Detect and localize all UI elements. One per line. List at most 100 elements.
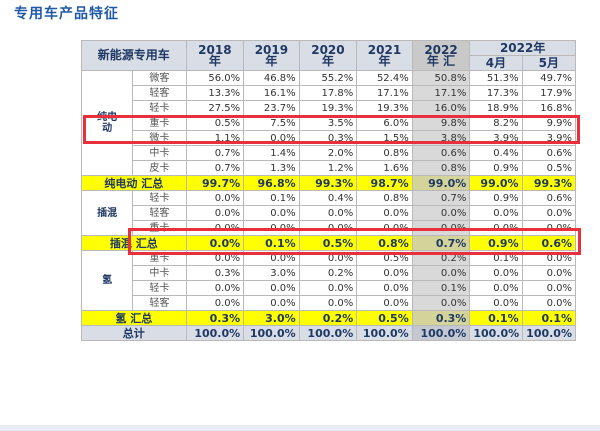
value-cell: 18.9% (469, 100, 523, 116)
value-cell: 0.0% (411, 295, 471, 311)
table-row: 氢重卡 0.0% 0.0% 0.0% 0.5% 0.2% 0.1% 0.0% (80, 250, 577, 311)
value-cell: 0.0% (356, 295, 413, 311)
table-row: 轻客 0.0% 0.0% 0.0% 0.0% 0.0% 0.0% 0.0% (82, 205, 577, 221)
value-cell: 0.0% (243, 280, 300, 296)
header-month-may: 5月 (521, 55, 577, 71)
value-cell: 0.0% (469, 280, 523, 296)
value-cell: 55.2% (298, 70, 358, 86)
value-cell: 16.8% (521, 100, 577, 116)
value-cell: 52.4% (356, 70, 413, 86)
value-cell: 16.1% (243, 85, 300, 101)
summary-value-cell: 0.8% (356, 235, 413, 251)
summary-value-cell: 0.1% (521, 310, 577, 326)
summary-value-cell: 99.0% (469, 175, 523, 191)
table-row: 插混 轻卡 0.0% 0.1% 0.4% 0.8% 0.7% 0.9% 0.6% (80, 190, 577, 236)
table-row: 轻客 13.3% 16.1% 17.8% 17.1% 17.1% 17.3% 17.9% (82, 85, 577, 101)
summary-value-cell: 99.0% (411, 175, 471, 191)
total-value-cell: 100.0% (298, 325, 358, 341)
value-cell: 0.0% (469, 265, 523, 281)
value-cell: 0.0% (521, 295, 577, 311)
value-cell: 0.2% (298, 265, 358, 281)
header-year-2020: 2020 年 (298, 40, 358, 71)
header-year-2019: 2019 年 (243, 40, 300, 71)
summary-row: 氢 汇总 0.3% 3.0% 0.2% 0.5% 0.3% 0.1% 0.1% (81, 310, 577, 326)
vehicle-type-cell: 皮卡 (132, 160, 187, 176)
total-value-cell: 100.0% (469, 325, 523, 341)
value-cell: 0.0% (521, 265, 577, 281)
value-cell: 1.3% (243, 160, 300, 176)
total-row: 总计 100.0% 100.0% 100.0% 100.0% 100.0% 100.0% 10… (81, 325, 577, 341)
value-cell: 0.0% (356, 265, 413, 281)
summary-value-cell: 0.2% (298, 310, 358, 326)
summary-value-cell: 0.5% (356, 310, 413, 326)
summary-value-cell: 0.5% (298, 235, 358, 251)
value-cell: 0.0% (185, 280, 245, 296)
value-cell: 0.4% (469, 145, 523, 161)
summary-value-cell: 0.1% (469, 310, 523, 326)
summary-value-cell: 3.0% (243, 310, 300, 326)
value-cell: 0.0% (411, 265, 471, 281)
value-cell: 1.4% (243, 145, 300, 161)
table-row: 重卡 0.5% 7.5% 3.5% 6.0% 9.8% 8.2% 9.9% (82, 115, 577, 131)
summary-value-cell: 0.1% (243, 235, 300, 251)
summary-value-cell: 99.7% (185, 175, 245, 191)
summary-value-cell: 0.6% (521, 235, 577, 251)
summary-value-cell: 96.8% (243, 175, 300, 191)
value-cell: 0.0% (243, 205, 300, 221)
value-cell: 0.0% (298, 205, 358, 221)
value-cell: 16.0% (411, 100, 471, 116)
vehicle-type-cell: 轻卡 (132, 100, 187, 116)
value-cell: 0.7% (185, 145, 245, 161)
total-value-cell: 100.0% (521, 325, 577, 341)
summary-value-cell: 98.7% (356, 175, 413, 191)
header-year-group-2022: 2022年 (469, 40, 576, 56)
group-label: 插混 (80, 190, 134, 236)
summary-value-cell: 0.7% (411, 235, 471, 251)
header-year-2018: 2018 年 (185, 40, 245, 71)
value-cell: 17.3% (469, 85, 523, 101)
total-value-cell: 100.0% (411, 325, 471, 341)
value-cell: 13.3% (185, 85, 245, 101)
value-cell: 2.0% (298, 145, 358, 161)
value-cell: 19.3% (298, 100, 358, 116)
total-value-cell: 100.0% (356, 325, 413, 341)
vehicle-type-cell: 中卡 (132, 145, 187, 161)
summary-value-cell: 99.3% (521, 175, 577, 191)
table-row: 纯电 动微客 56.0% 46.8% 55.2% 52.4% 50.8% 51.3% 49.7… (80, 70, 577, 176)
value-cell: 0.0% (185, 295, 245, 311)
value-cell: 46.8% (243, 70, 300, 86)
summary-value-cell: 0.9% (469, 235, 523, 251)
value-cell: 0.9% (469, 160, 523, 176)
group-label: 氢 (80, 250, 134, 311)
value-cell: 0.0% (356, 280, 413, 296)
value-cell: 17.1% (356, 85, 413, 101)
value-cell: 23.7% (243, 100, 300, 116)
value-cell: 19.3% (356, 100, 413, 116)
table-row: 中卡 0.3% 3.0% 0.2% 0.0% 0.0% 0.0% 0.0% (82, 265, 577, 281)
value-cell: 0.0% (298, 280, 358, 296)
vehicle-type-cell: 中卡 (132, 265, 187, 281)
vehicle-type-cell: 轻卡 (132, 190, 187, 206)
value-cell: 0.4% (298, 190, 358, 206)
value-cell: 0.0% (185, 205, 245, 221)
value-cell: 0.0% (356, 205, 413, 221)
value-cell: 17.1% (411, 85, 471, 101)
value-cell: 0.1% (411, 280, 471, 296)
table-row: 轻客 0.0% 0.0% 0.0% 0.0% 0.0% 0.0% 0.0% (82, 295, 577, 311)
value-cell: 0.0% (185, 190, 245, 206)
value-cell: 1.2% (298, 160, 358, 176)
header-year-2022-total: 2022 年 汇 (411, 40, 471, 71)
value-cell: 1.6% (356, 160, 413, 176)
value-cell: 0.0% (469, 205, 523, 221)
value-cell: 49.7% (521, 70, 577, 86)
table-row: 轻卡 27.5% 23.7% 19.3% 19.3% 16.0% 18.9% 16.8% (82, 100, 577, 116)
total-value-cell: 100.0% (185, 325, 245, 341)
value-cell: 0.0% (298, 295, 358, 311)
value-cell: 0.6% (411, 145, 471, 161)
highlight-box-bev-light-truck (83, 115, 580, 144)
table-row: 中卡 0.7% 1.4% 2.0% 0.8% 0.6% 0.4% 0.6% (82, 145, 577, 161)
value-cell: 0.0% (521, 205, 577, 221)
summary-value-cell: 0.3% (411, 310, 471, 326)
header-month-apr: 4月 (469, 55, 523, 71)
vehicle-type-cell: 轻客 (132, 205, 187, 221)
